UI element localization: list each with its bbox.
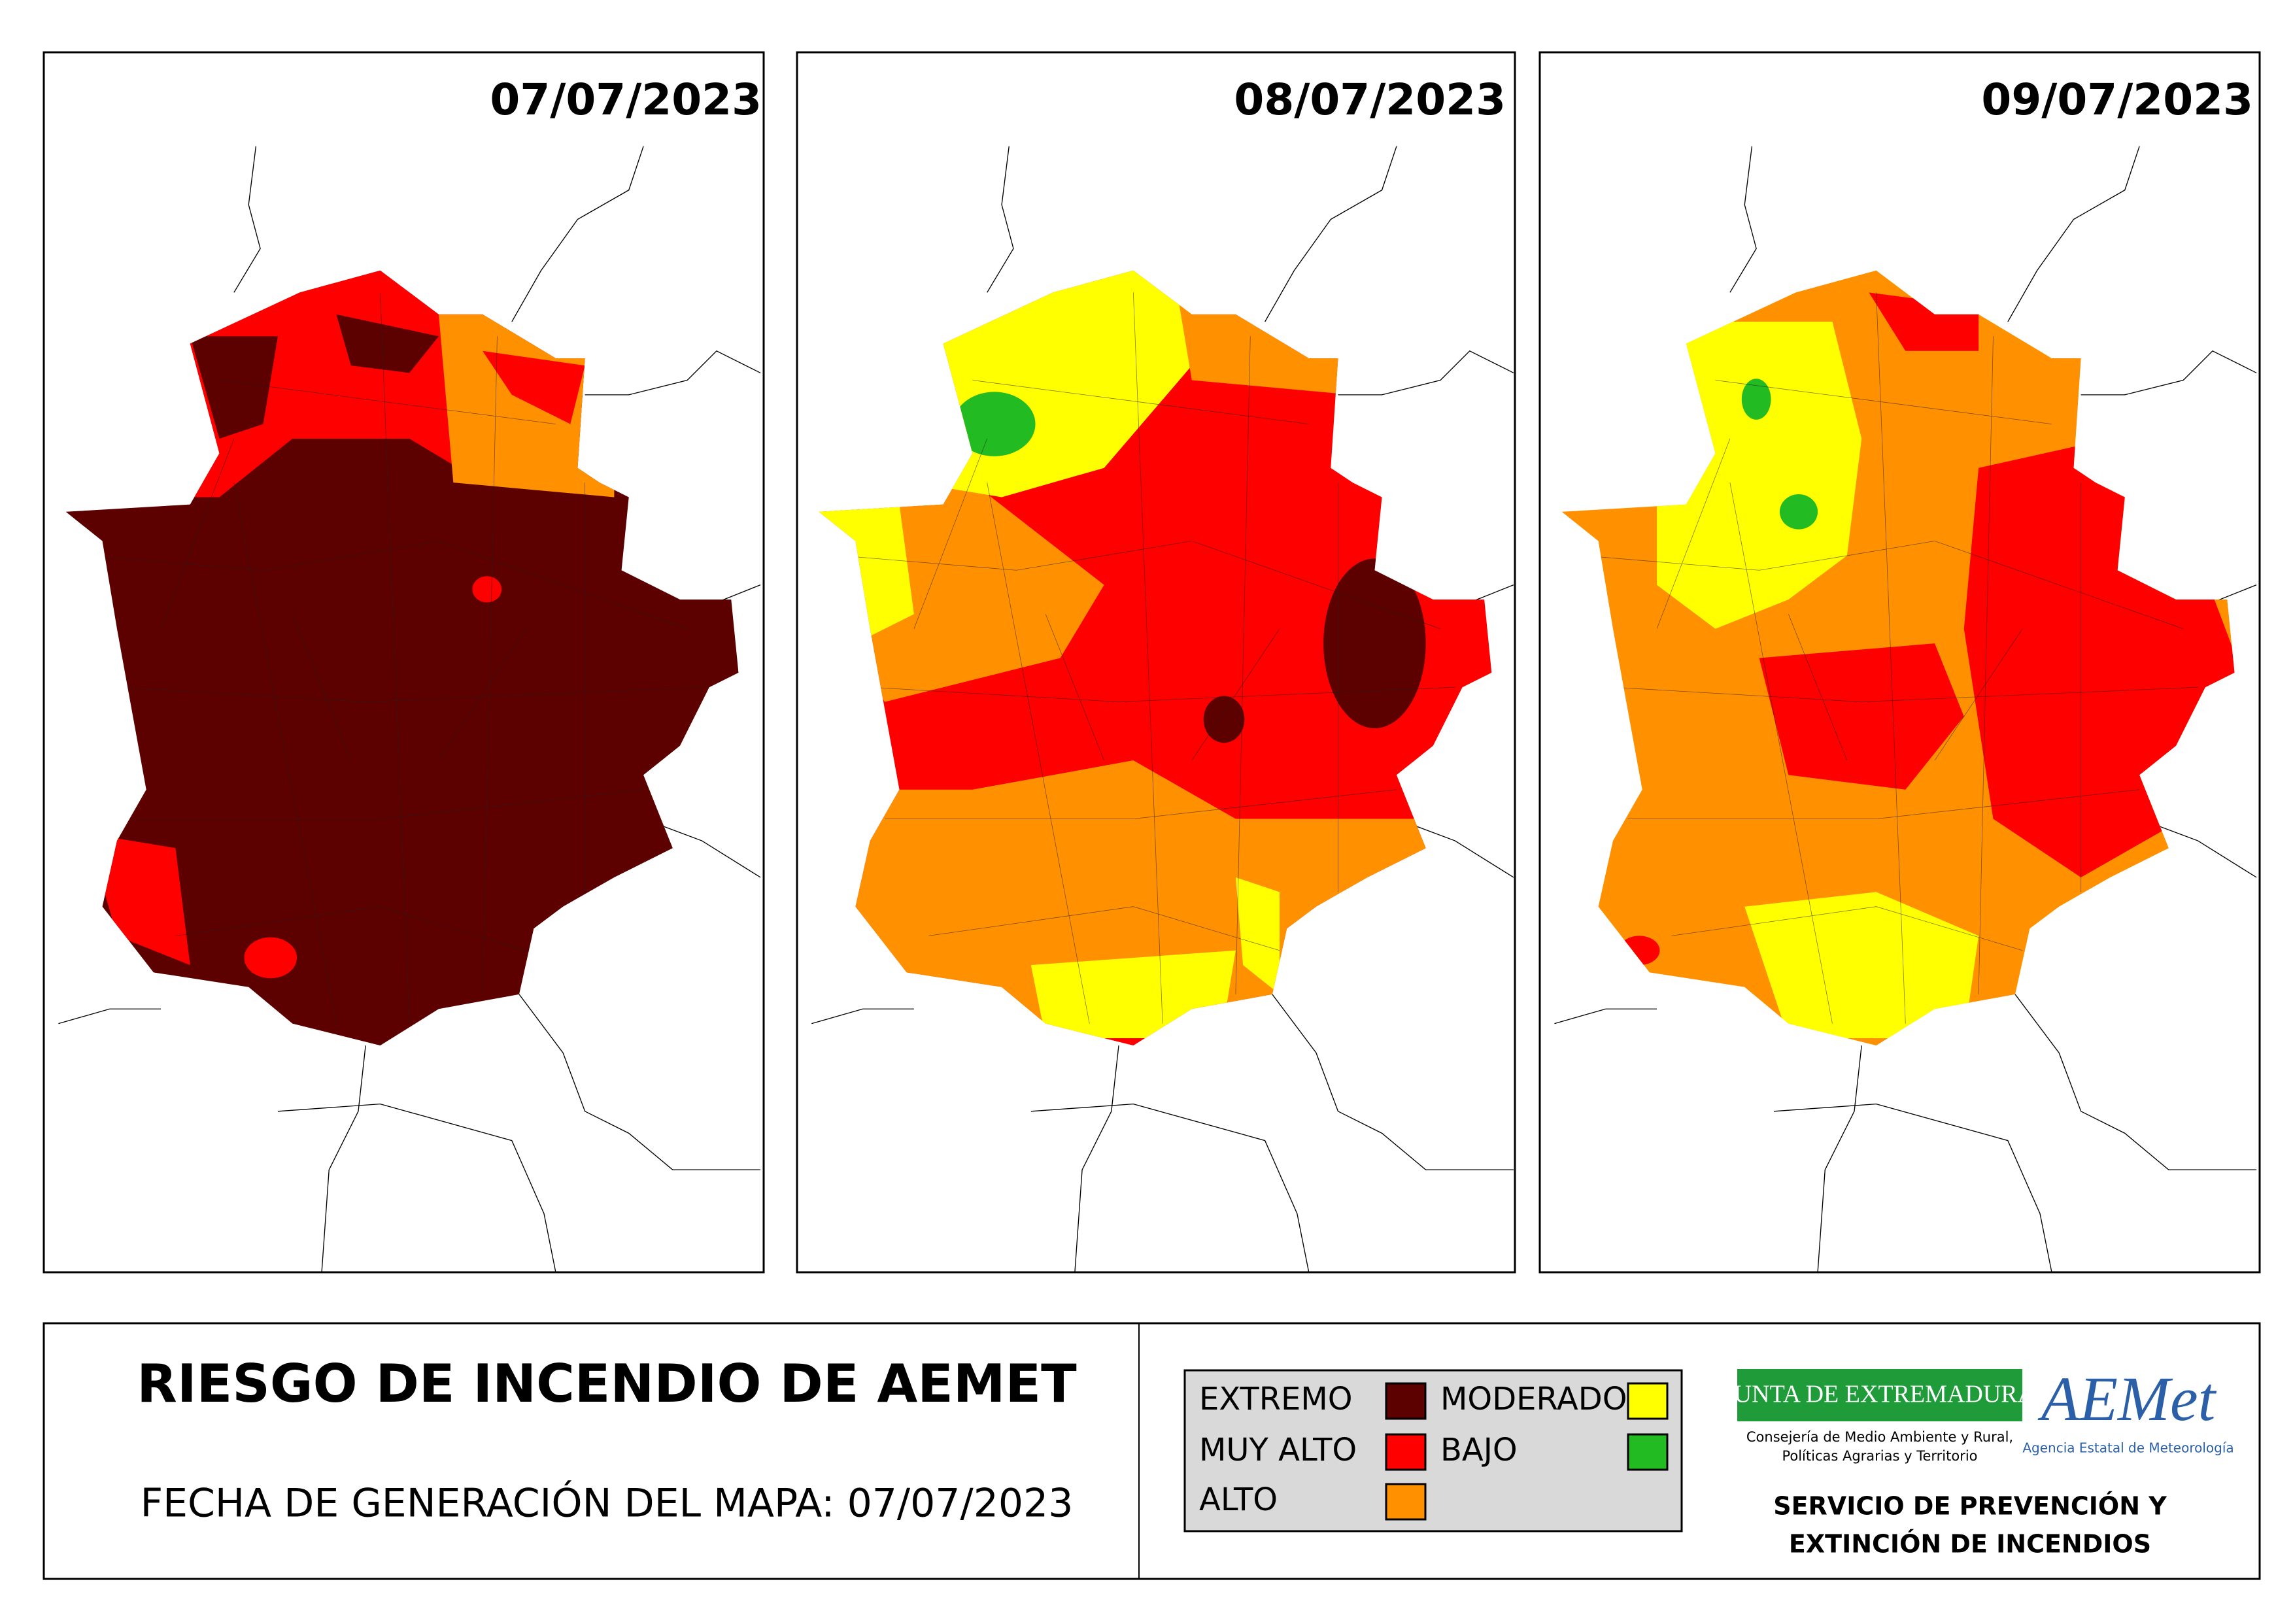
legend-label: MUY ALTO: [1199, 1432, 1357, 1468]
junta-logo-text: JUNTA DE EXTREMADURA: [1724, 1381, 2036, 1408]
legend-swatch: [1385, 1433, 1427, 1471]
footer-title: RIESGO DE INCENDIO DE AEMET: [137, 1353, 1077, 1414]
legend-label: EXTREMO: [1199, 1381, 1353, 1417]
legend-swatch: [1627, 1382, 1669, 1420]
legend-swatch: [1385, 1382, 1427, 1420]
map-date: 09/07/2023: [1981, 75, 2253, 125]
footer-box: [42, 1322, 2261, 1580]
legend-swatch: [1627, 1433, 1669, 1471]
junta-sub: Consejería de Medio Ambiente y Rural,: [1746, 1429, 2013, 1445]
junta-sub: Políticas Agrarias y Territorio: [1782, 1448, 1977, 1464]
map-date: 07/07/2023: [490, 75, 762, 125]
service-text: SERVICIO DE PREVENCIÓN Y: [1773, 1492, 2167, 1521]
legend-label: ALTO: [1199, 1481, 1278, 1518]
legend-swatch: [1385, 1483, 1427, 1521]
aemet-sub: Agencia Estatal de Meteorología: [2022, 1440, 2234, 1456]
legend: EXTREMO MUY ALTO ALTO MODERADO BAJO: [1199, 1381, 1669, 1521]
legend-label: BAJO: [1440, 1432, 1518, 1468]
map-date: 08/07/2023: [1234, 75, 1506, 125]
legend-box: [1183, 1369, 1683, 1532]
service-text: EXTINCIÓN DE INCENDIOS: [1789, 1530, 2151, 1559]
junta-logo: [1737, 1369, 2022, 1421]
footer-subtitle: FECHA DE GENERACIÓN DEL MAPA: 07/07/2023: [141, 1480, 1074, 1527]
legend-label: MODERADO: [1440, 1381, 1627, 1417]
aemet-logo: AEMet: [2037, 1364, 2217, 1434]
